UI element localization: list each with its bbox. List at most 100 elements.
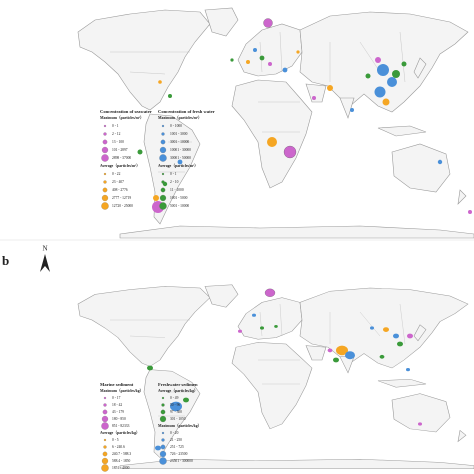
legend-symbol bbox=[160, 139, 166, 145]
legend-symbol bbox=[159, 415, 167, 423]
legend-symbol bbox=[101, 202, 109, 210]
legend-title: Concentration of seawater bbox=[100, 109, 152, 114]
legend-item: 0 - 22 bbox=[112, 172, 121, 176]
legend-item: 1851 - 4000 bbox=[112, 466, 130, 470]
legend-item: 726 - 23500 bbox=[170, 452, 188, 456]
legend-item: 21 - 250 bbox=[170, 438, 182, 442]
legend-symbol bbox=[101, 457, 109, 465]
legend-symbol bbox=[102, 409, 108, 415]
legend-symbol bbox=[103, 403, 107, 407]
legend-item: 2 - 12 bbox=[112, 132, 121, 136]
legend-item: 0 - 17 bbox=[112, 396, 121, 400]
legend-item: 251 - 725 bbox=[170, 445, 184, 449]
legend-item: 0 - 1000 bbox=[170, 124, 182, 128]
legend-item: 408 - 2776 bbox=[112, 188, 128, 192]
world-map bbox=[77, 284, 474, 470]
legend-symbol bbox=[161, 431, 165, 435]
legend-item: 0 - 1 bbox=[170, 172, 177, 176]
legend-heading: Maximum（particles/m³） bbox=[158, 115, 202, 120]
legend-title: Concentration of fresh water bbox=[158, 109, 215, 114]
legend-item: 240.7 - 588.3 bbox=[112, 452, 131, 456]
legend-item: 6 - 240.6 bbox=[112, 445, 125, 449]
legend-symbol bbox=[102, 451, 108, 457]
legend-symbol bbox=[161, 132, 165, 136]
legend-heading: Maximum（particles/kg） bbox=[158, 423, 201, 428]
legend-symbol bbox=[160, 409, 166, 415]
legend-symbol bbox=[103, 396, 107, 400]
panel-label: b bbox=[2, 253, 9, 268]
legend-item: 101 - 2897 bbox=[112, 148, 128, 152]
legend-symbol bbox=[103, 124, 107, 128]
legend-symbol bbox=[160, 187, 166, 193]
legend-symbol bbox=[161, 403, 165, 407]
legend-heading: Average（particles/kg） bbox=[100, 430, 140, 435]
legend-item: 18 - 42 bbox=[112, 403, 122, 407]
legend-item: 43 - 179 bbox=[112, 410, 124, 414]
legend-heading: Average（particles/m³） bbox=[158, 163, 198, 168]
legend-symbol bbox=[161, 124, 165, 128]
legend-item: 23501 - 300000 bbox=[170, 459, 193, 463]
legend-symbol bbox=[103, 438, 107, 442]
site-markers bbox=[147, 288, 422, 451]
legend-item: 0 - 1 bbox=[112, 124, 119, 128]
legend-item: 12720 - 25000 bbox=[112, 204, 133, 208]
legend-item: 1001 - 5000 bbox=[170, 196, 188, 200]
legend-item: 30001 - 50000 bbox=[170, 156, 191, 160]
legend-symbol bbox=[161, 396, 165, 400]
legend-item: 97 - 300 bbox=[170, 410, 182, 414]
legend-symbol bbox=[103, 180, 107, 184]
north-arrow bbox=[40, 254, 50, 272]
legend-item: 3001 - 10000 bbox=[170, 140, 189, 144]
legend-item: 2898 - 37000 bbox=[112, 156, 131, 160]
legend-item: 0 - 20 bbox=[170, 431, 179, 435]
legend-item: 1001 - 3000 bbox=[170, 132, 188, 136]
legend-title: Marine sediment bbox=[100, 382, 134, 387]
legend-item: 5001 - 10000 bbox=[170, 204, 189, 208]
legend-item: 0 - 5 bbox=[112, 438, 119, 442]
legend-item: 301 - 1050 bbox=[170, 417, 186, 421]
legend-item: 2777 - 12719 bbox=[112, 196, 131, 200]
legend-symbol bbox=[161, 438, 165, 442]
world-map bbox=[77, 7, 474, 239]
legend-item: 2 - 10 bbox=[170, 180, 179, 184]
legend-item: 180 - 850 bbox=[112, 417, 126, 421]
legend-symbol bbox=[101, 464, 109, 472]
legend-symbol bbox=[160, 444, 166, 450]
legend-item: 10001 - 30000 bbox=[170, 148, 191, 152]
legend-symbol bbox=[159, 202, 167, 210]
legend-item: 0 - 49 bbox=[170, 396, 179, 400]
legend-symbol bbox=[159, 146, 167, 154]
legend-item: 13 - 100 bbox=[112, 140, 124, 144]
north-label: N bbox=[42, 245, 47, 253]
legend-item: 11 - 1000 bbox=[170, 188, 184, 192]
legend-heading: Average（particles/m³） bbox=[100, 163, 140, 168]
legend-symbol bbox=[101, 194, 109, 202]
legend-symbol bbox=[103, 132, 107, 136]
legend-symbol bbox=[161, 172, 165, 176]
legend-item: 851 - 82333 bbox=[112, 424, 130, 428]
legend-symbol bbox=[101, 154, 109, 162]
legend-symbol bbox=[159, 154, 167, 162]
legend-symbol bbox=[159, 457, 167, 465]
legend-symbol bbox=[159, 450, 167, 458]
legend-heading: Maximum（particles/m³） bbox=[100, 115, 144, 120]
legend-heading: Maximum（particles/kg） bbox=[100, 388, 143, 393]
legend-symbol bbox=[161, 180, 165, 184]
legend-item: 50 - 96 bbox=[170, 403, 180, 407]
legend-heading: Average（particles/kg） bbox=[158, 388, 198, 393]
legend-symbol bbox=[159, 194, 167, 202]
legend-symbol bbox=[102, 187, 108, 193]
legend-item: 23 - 407 bbox=[112, 180, 124, 184]
legend-title: Freshwater sedimen bbox=[158, 382, 198, 387]
legend-item: 588.4 - 1850 bbox=[112, 459, 130, 463]
legend-symbol bbox=[103, 445, 107, 449]
map-panel-b bbox=[77, 284, 474, 470]
legends: Concentration of seawaterMaximum（particl… bbox=[100, 109, 215, 472]
legend-symbol bbox=[101, 146, 109, 154]
map-panel-a bbox=[77, 7, 474, 239]
legend-symbol bbox=[102, 139, 108, 145]
legend-symbol bbox=[101, 422, 109, 430]
legend-symbol bbox=[101, 415, 109, 423]
legend-symbol bbox=[103, 172, 107, 176]
